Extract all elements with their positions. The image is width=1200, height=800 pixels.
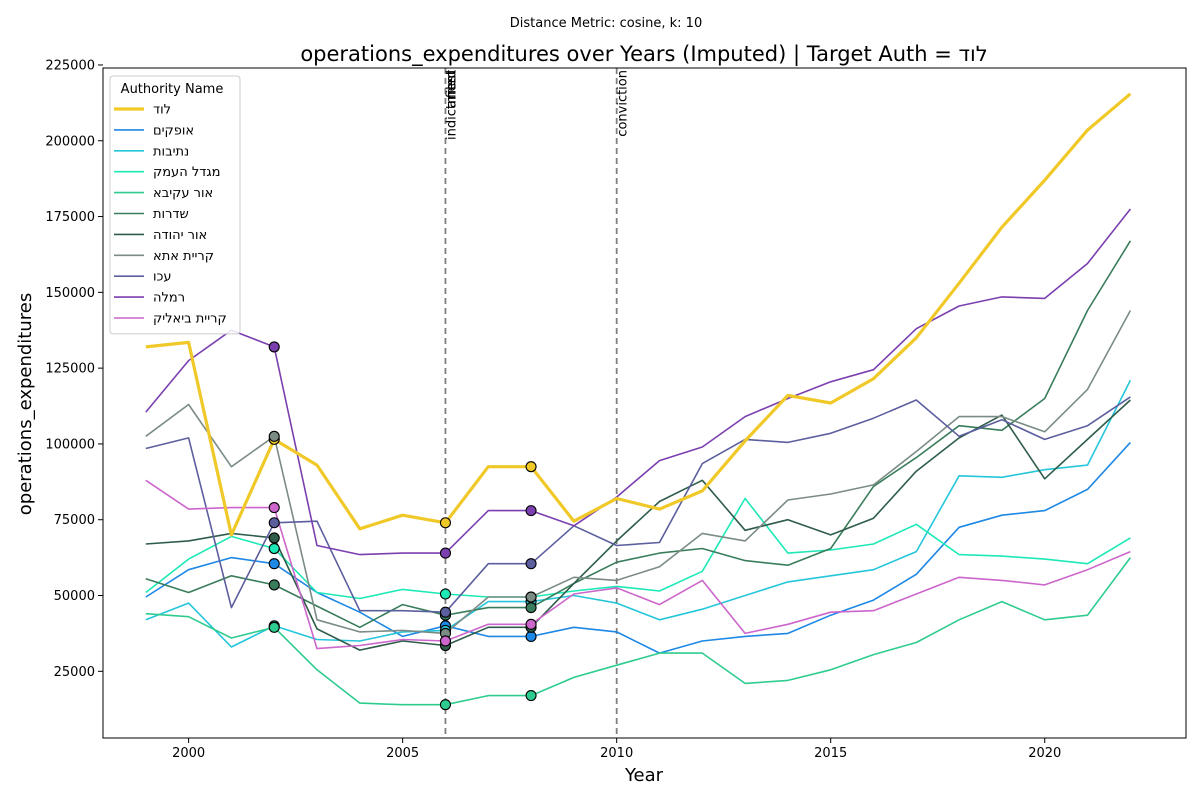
- x-axis-label: Year: [624, 765, 664, 786]
- series-line: [145, 396, 1131, 614]
- legend-entry: אור יהודה: [153, 228, 207, 243]
- series-line: [145, 379, 1132, 648]
- x-tick-label: 2005: [386, 746, 419, 761]
- data-point: [439, 606, 452, 618]
- data-point: [525, 618, 537, 630]
- legend-entry: אור עקיבא: [153, 186, 213, 201]
- data-markers: [268, 341, 537, 711]
- data-point: [525, 558, 537, 570]
- y-tick-label: 25000: [54, 665, 95, 680]
- y-tick-label: 100000: [45, 437, 95, 452]
- data-point: [439, 699, 452, 711]
- x-tick-label: 2015: [814, 746, 847, 761]
- data-point: [268, 542, 280, 555]
- figure-suptitle: Distance Metric: cosine, k: 10: [510, 16, 702, 31]
- y-tick-label: 50000: [54, 589, 95, 604]
- series-line: [145, 497, 1131, 600]
- data-point: [439, 547, 452, 559]
- event-label: arrest: [444, 70, 459, 108]
- legend-entry: שדרות: [153, 207, 189, 222]
- y-tick-label: 75000: [54, 513, 95, 528]
- legend-entry: קריית אתא: [153, 249, 214, 264]
- legend-entry: מגדל העמק: [153, 165, 221, 180]
- data-point: [525, 505, 537, 517]
- data-point: [525, 630, 537, 642]
- x-tick-label: 2010: [600, 746, 633, 761]
- data-point: [525, 602, 537, 614]
- legend-entry: עכו: [153, 270, 172, 285]
- data-point: [525, 591, 537, 603]
- legend-title: Authority Name: [121, 82, 224, 97]
- data-point: [525, 461, 537, 473]
- legend: Authority Name לוד אופקים נתיבות מגדל העמק או…: [109, 75, 241, 335]
- x-tick-label: 2000: [172, 746, 205, 761]
- data-point: [268, 621, 280, 633]
- data-point: [439, 635, 452, 647]
- data-point: [268, 502, 280, 514]
- y-tick-label: 175000: [45, 210, 95, 225]
- axes-frame: [102, 67, 1187, 739]
- legend-box: [109, 75, 241, 335]
- series-line: [145, 557, 1132, 706]
- data-point: [268, 430, 280, 442]
- plot-background: [103, 68, 1186, 738]
- y-axis-label: operations_expenditures: [15, 293, 36, 515]
- data-point: [268, 341, 280, 353]
- series-line: [145, 208, 1132, 556]
- series-line: [145, 310, 1132, 635]
- chart-title: operations_expenditures over Years (Impu…: [300, 42, 987, 67]
- legend-entry: קריית ביאליק: [153, 312, 227, 327]
- data-point: [268, 558, 280, 570]
- legend-entry: נתיבות: [153, 144, 189, 159]
- event-label: filed: [444, 70, 459, 98]
- axes: 2000 2005 2010 2015 2020 25000 50000 75000 10000…: [45, 58, 1187, 761]
- data-point: [268, 517, 280, 529]
- y-tick-label: 125000: [45, 362, 95, 377]
- x-tick-label: 2020: [1028, 746, 1061, 761]
- data-point: [439, 588, 452, 600]
- series-lines: [145, 92, 1132, 706]
- y-tick-label: 225000: [45, 58, 95, 73]
- series-line: [145, 92, 1132, 537]
- y-tick-label: 200000: [45, 134, 95, 149]
- data-point: [268, 579, 280, 591]
- data-point: [268, 532, 280, 544]
- series-line: [145, 240, 1132, 629]
- data-point: [439, 517, 452, 529]
- legend-entry: לוד: [153, 103, 171, 118]
- legend-entry: אופקים: [153, 123, 194, 138]
- plot-area: [103, 68, 1186, 738]
- data-point: [525, 690, 537, 702]
- event-label: conviction: [616, 70, 631, 137]
- series-line: [145, 479, 1131, 650]
- legend-entry: רמלה: [153, 291, 185, 306]
- event-label: indictment: [444, 70, 459, 140]
- y-tick-label: 150000: [45, 286, 95, 301]
